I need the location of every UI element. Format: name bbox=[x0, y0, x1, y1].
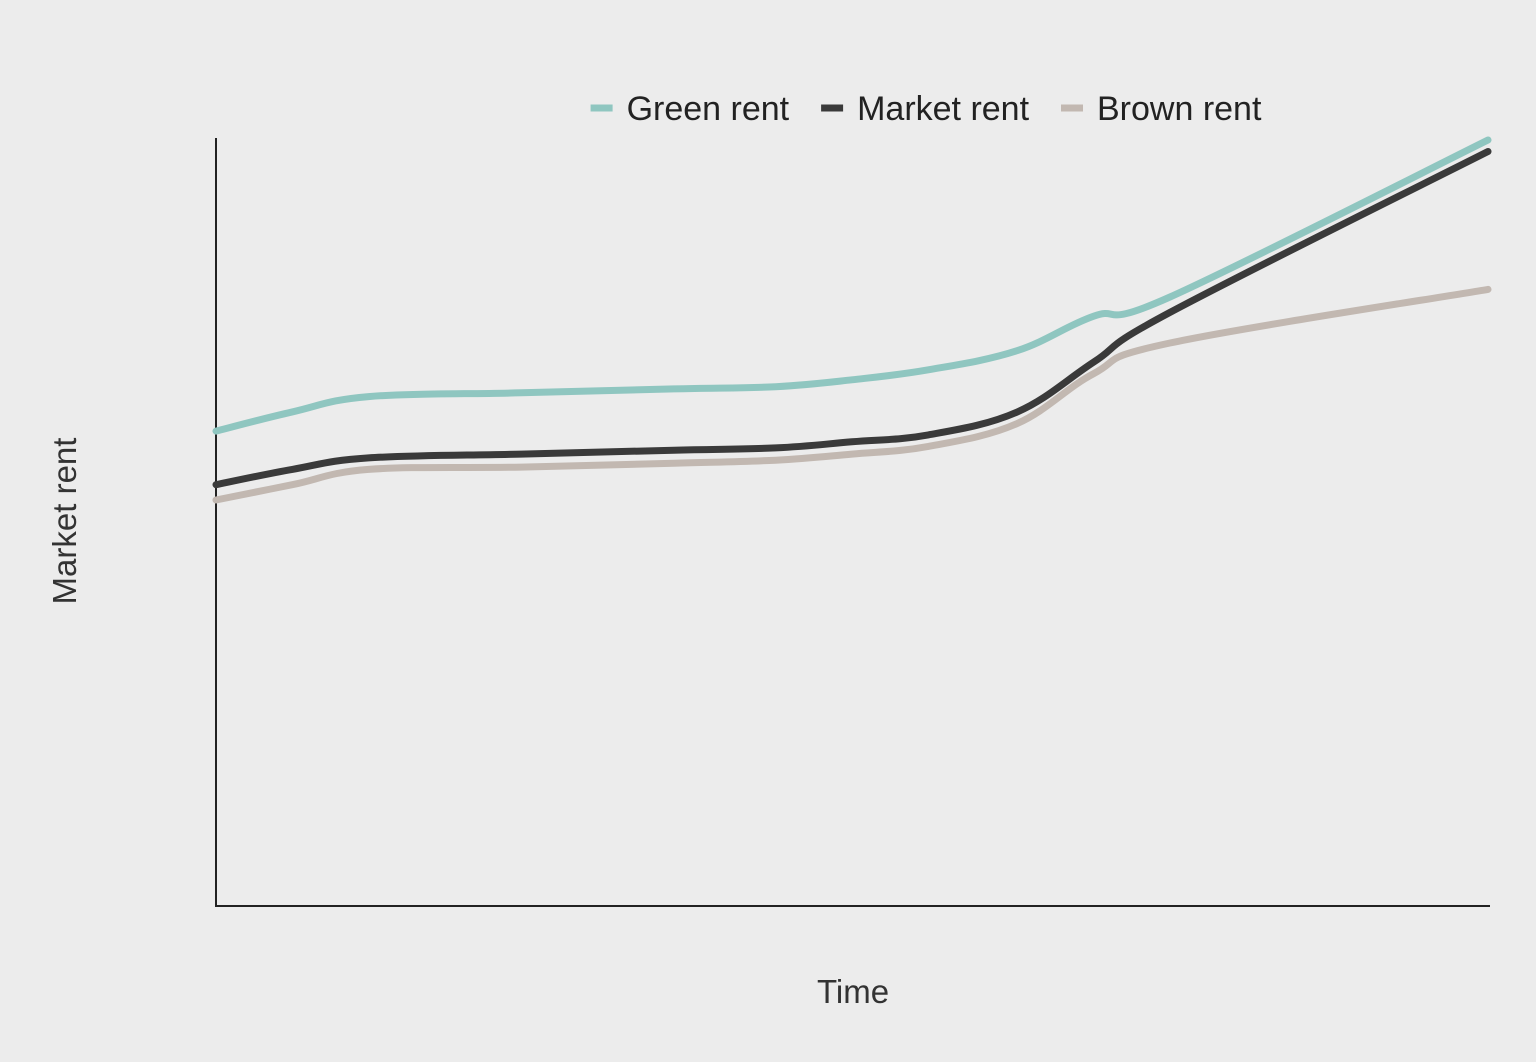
legend-item-market-rent: Market rent bbox=[821, 90, 1030, 128]
series-line-green-rent bbox=[212, 136, 1492, 435]
legend-label-green-rent: Green rent bbox=[627, 90, 790, 128]
x-axis-title: Time bbox=[817, 973, 889, 1010]
legend-label-market-rent: Market rent bbox=[857, 90, 1029, 128]
legend-item-green-rent: Green rent bbox=[590, 90, 790, 128]
legend: Green rent Market rent Brown rent bbox=[590, 90, 1262, 128]
legend-label-brown-rent: Brown rent bbox=[1097, 90, 1262, 128]
y-axis-title: Market rent bbox=[46, 438, 83, 605]
legend-item-brown-rent: Brown rent bbox=[1061, 90, 1262, 128]
series-group bbox=[212, 136, 1492, 504]
series-line-market-rent bbox=[212, 148, 1492, 489]
series-line-brown-rent bbox=[212, 285, 1492, 504]
